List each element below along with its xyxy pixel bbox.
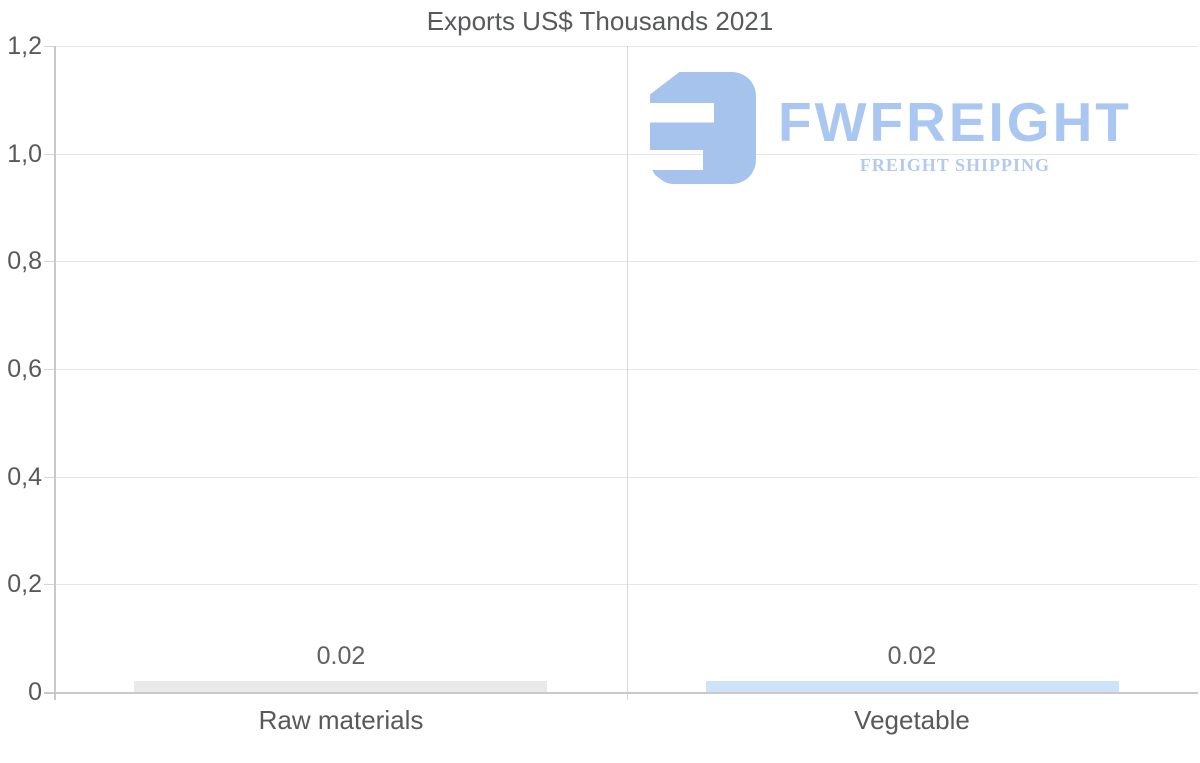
y-gridline — [55, 584, 1198, 585]
y-axis-label: 0,4 — [7, 463, 42, 491]
x-axis-line — [44, 692, 1198, 694]
y-axis-label: 0,6 — [7, 355, 42, 383]
y-axis-tick — [44, 46, 55, 47]
x-axis-category-label: Raw materials — [258, 705, 424, 735]
x-axis-category-label: Vegetable — [854, 705, 970, 735]
y-gridline — [55, 369, 1198, 370]
bar-vegetable[interactable] — [706, 681, 1119, 692]
chart-title: Exports US$ Thousands 2021 — [426, 6, 774, 36]
y-axis-tick — [44, 369, 55, 370]
y-gridline — [55, 154, 1198, 155]
brand-logo-text: FWFREIGHT FREIGHT SHIPPING — [778, 91, 1132, 184]
y-axis-label: 0,2 — [7, 570, 42, 598]
y-axis-label: 0 — [28, 678, 42, 706]
brand-logo: FWFREIGHT FREIGHT SHIPPING — [650, 72, 1132, 184]
y-gridline — [55, 46, 1198, 47]
bar-value-label: 0.02 — [887, 642, 937, 670]
y-axis-line — [54, 46, 56, 700]
brand-tagline: FREIGHT SHIPPING — [859, 155, 1051, 175]
y-axis-tick — [44, 154, 55, 155]
y-axis-tick — [44, 584, 55, 585]
fwfreight-logo-icon — [650, 72, 756, 184]
y-axis-label: 0,8 — [7, 247, 42, 275]
y-axis-label: 1,0 — [7, 140, 42, 168]
y-gridline — [55, 477, 1198, 478]
y-gridline — [55, 261, 1198, 262]
y-axis-label: 1,2 — [7, 32, 42, 60]
bar-value-label: 0.02 — [316, 642, 366, 670]
bar-raw-materials[interactable] — [134, 681, 547, 692]
brand-name: FWFREIGHT — [778, 91, 1132, 153]
y-axis-tick — [44, 477, 55, 478]
y-axis-tick — [44, 261, 55, 262]
category-divider-line — [627, 46, 628, 700]
